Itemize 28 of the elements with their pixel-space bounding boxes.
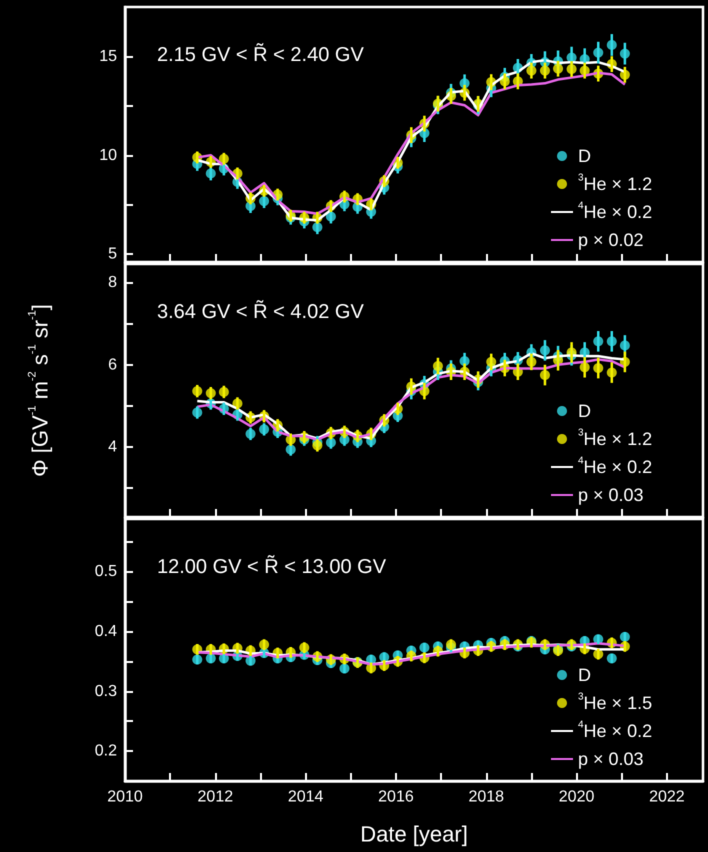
y-tick-label: 0.4 [94, 622, 118, 640]
legend-label: p × 0.03 [578, 749, 644, 769]
legend-label: p × 0.03 [578, 485, 644, 505]
y-tick-label: 8 [108, 274, 118, 292]
legend-label: p × 0.02 [578, 230, 644, 250]
y-tick-label: 0.3 [94, 682, 118, 700]
annotation: 12.00 GV < R̃ < 13.00 GV [157, 554, 387, 578]
y-tick-label: 15 [99, 48, 118, 65]
x-tick-label: 2022 [649, 788, 685, 806]
y-tick-label: 4 [108, 438, 118, 456]
y-tick-label: 6 [108, 356, 118, 374]
annotation: 3.64 GV < R̃ < 4.02 GV [157, 300, 364, 323]
x-tick-label: 2010 [107, 788, 143, 806]
annotation: 2.15 GV < R̃ < 2.40 GV [157, 42, 364, 66]
legend-label: D [578, 665, 591, 685]
x-axis-title: Date [year] [360, 822, 468, 846]
y-tick-label: 10 [99, 146, 118, 164]
x-tick-label: 2014 [288, 788, 324, 806]
legend-label: D [578, 401, 591, 421]
y-tick-label: 5 [108, 246, 118, 263]
y-tick-label: 0.5 [94, 563, 118, 580]
text: Φ [GV-1 m-2 s-1 sr-1] [26, 304, 52, 477]
y-tick-label: 0.2 [94, 742, 118, 760]
x-tick-label: 2020 [558, 788, 594, 806]
legend-label: D [578, 146, 591, 166]
x-tick-label: 2018 [468, 788, 504, 806]
x-tick-label: 2012 [198, 788, 234, 806]
x-tick-label: 2016 [378, 788, 414, 806]
